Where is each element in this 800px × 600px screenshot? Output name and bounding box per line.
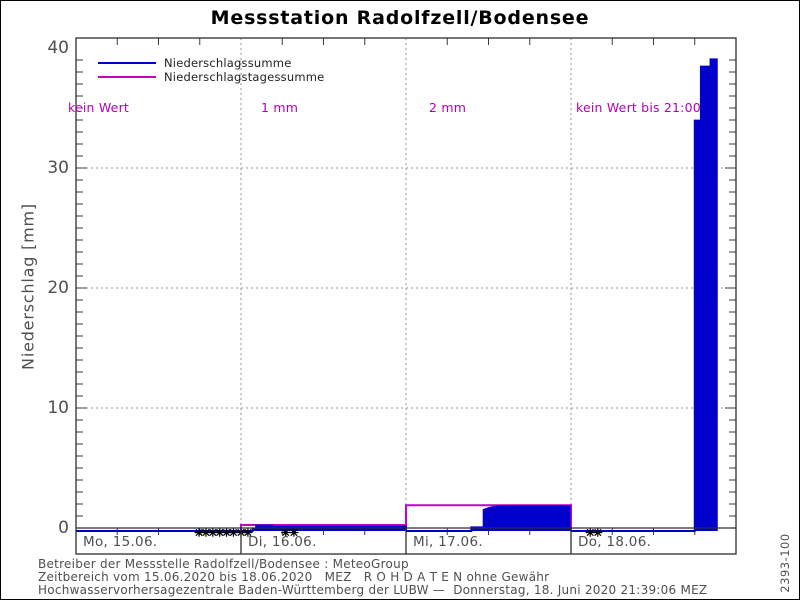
plot-id-label: 2393-100 (778, 533, 792, 593)
missing-value-marker (593, 528, 603, 537)
missing-value-marker (281, 528, 291, 537)
y-tick-40: 40 (47, 38, 69, 58)
footer-agency: Hochwasservorhersagezentrale Baden-Württ… (38, 583, 708, 597)
y-tick-30: 30 (47, 158, 69, 178)
annotation-day1: kein Wert (68, 100, 130, 115)
legend-label-sum: Niederschlagssumme (164, 56, 292, 70)
chart-title: Messstation Radolfzell/Bodensee (210, 7, 590, 29)
annotation-day2: 1 mm (261, 100, 299, 115)
y-tick-0: 0 (58, 518, 69, 538)
missing-value-marker (243, 528, 253, 537)
missing-value-marker (222, 528, 232, 537)
missing-value-marker (201, 528, 211, 537)
x-label-wed: Mi, 17.06. (413, 534, 483, 550)
missing-value-marker (228, 528, 238, 537)
x-label-thu: Do, 18.06. (578, 534, 652, 550)
y-axis-label: Niederschlag [mm] (18, 203, 38, 370)
annotation-day4: kein Wert bis 21:00 (576, 100, 701, 115)
legend-line-sum (98, 62, 156, 64)
missing-value-marker (585, 528, 595, 537)
precip-sum-area (406, 505, 571, 532)
y-tick-20: 20 (47, 278, 69, 298)
precip-sum-area (571, 58, 718, 532)
missing-value-marker (208, 528, 218, 537)
x-label-tue: Di, 16.06. (248, 534, 317, 550)
footer-timerange: Zeitbereich vom 15.06.2020 bis 18.06.202… (38, 570, 550, 584)
annotation-day3: 2 mm (429, 100, 467, 115)
legend-line-daily (98, 76, 156, 78)
plot-frame (75, 37, 737, 555)
missing-value-marker (289, 528, 299, 537)
legend-label-daily: Niederschlagstagessumme (164, 70, 325, 84)
footer-operator: Betreiber der Messstelle Radolfzell/Bode… (38, 557, 409, 571)
missing-value-marker (194, 528, 204, 537)
missing-value-marker (215, 528, 225, 537)
y-tick-10: 10 (47, 398, 69, 418)
x-label-mon: Mo, 15.06. (83, 534, 158, 550)
daily-sum-line (240, 504, 572, 531)
